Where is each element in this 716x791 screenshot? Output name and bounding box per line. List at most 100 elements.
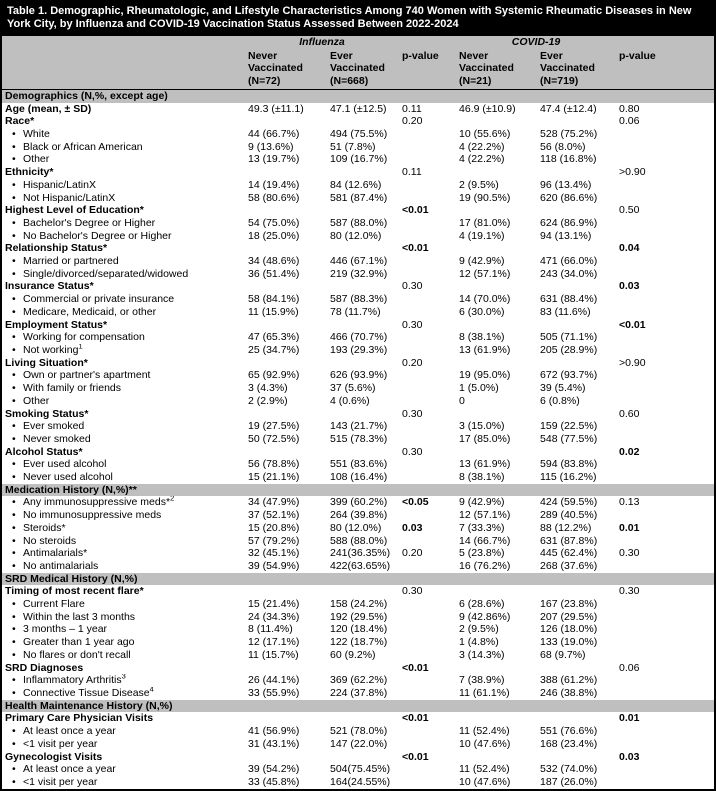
- value-cell: 581 (87.4%): [330, 191, 388, 204]
- footnote-superscript: 1: [78, 344, 83, 351]
- bullet-icon: •: [12, 140, 16, 153]
- section-row: Demographics (N,%, except age): [2, 89, 714, 103]
- value-cell: 3 (14.3%): [459, 648, 505, 661]
- value-cell: 167 (23.8%): [540, 598, 598, 611]
- value-cell: 108 (16.4%): [330, 471, 388, 484]
- value-cell: 3 (15.0%): [459, 420, 505, 433]
- bullet-icon: •: [12, 369, 16, 382]
- value-cell: [245, 166, 327, 179]
- p-value-cell: [399, 649, 456, 662]
- value-cell: 515 (78.3%): [330, 432, 388, 445]
- value-cell: [537, 166, 616, 179]
- value-cell: 51 (7.8%): [330, 140, 376, 153]
- value-cell: 13 (61.9%): [459, 458, 511, 471]
- row-label: • Own or partner's apartment: [2, 369, 245, 382]
- value-cell: 78 (11.7%): [330, 305, 381, 318]
- value-cell: 187 (26.0%): [540, 775, 598, 788]
- value-cell: 16 (76.2%): [459, 559, 511, 572]
- bullet-icon: •: [12, 623, 16, 636]
- row-label: • With family or friends: [2, 382, 245, 395]
- p-value-cell: 0.11: [402, 102, 422, 115]
- p-value-cell: 0.30: [619, 547, 640, 560]
- row-label: • Ever used alcohol: [2, 458, 245, 471]
- value-cell: 39 (54.9%): [248, 559, 300, 572]
- p-value-cell: [399, 535, 456, 548]
- bullet-icon: •: [12, 458, 16, 471]
- value-cell: [327, 662, 399, 675]
- empty-header-cell: [2, 49, 245, 90]
- value-cell: 532 (74.0%): [540, 763, 598, 776]
- value-cell: 4 (19.1%): [459, 229, 505, 242]
- column-header-flu-ever: Ever Vaccinated (N=668): [327, 49, 400, 90]
- value-cell: 6 (30.0%): [459, 305, 505, 318]
- p-value-cell: [616, 776, 714, 789]
- value-cell: 17 (85.0%): [459, 432, 511, 445]
- p-value-cell: [399, 306, 456, 319]
- bullet-icon: •: [12, 229, 16, 242]
- row-label: Employment Status*: [5, 318, 108, 331]
- table-row: • No Bachelor's Degree or Higher 18 (25.0%…: [2, 230, 714, 243]
- p-value-cell: 0.20: [402, 547, 423, 560]
- table-row: Gynecologist Visits <0.01 0.03: [2, 751, 714, 764]
- table-body: Demographics (N,%, except age) Age (mean,…: [2, 89, 714, 788]
- value-cell: 96 (13.4%): [540, 178, 592, 191]
- p-value-cell: [616, 141, 714, 154]
- table-row: • No flares or don't recall 11 (15.7%) 60 (…: [2, 649, 714, 662]
- p-value-cell: >0.90: [619, 356, 646, 369]
- value-cell: 7 (33.3%): [459, 521, 505, 534]
- column-header-covid-never: Never Vaccinated (N=21): [456, 49, 538, 90]
- bullet-icon: •: [12, 153, 16, 166]
- p-value-cell: <0.01: [402, 661, 429, 674]
- p-value-cell: [616, 649, 714, 662]
- value-cell: 0: [459, 394, 465, 407]
- p-value-cell: [399, 738, 456, 751]
- section-row: Medication History (N,%)**: [2, 483, 714, 497]
- table-row: • Ever used alcohol 56 (78.8%) 551 (83.6%) 1…: [2, 458, 714, 471]
- value-cell: 12 (57.1%): [459, 267, 511, 280]
- value-cell: [537, 242, 616, 255]
- p-value-cell: <0.05: [402, 496, 429, 509]
- table-row: • Single/divorced/separated/widowed 36 (51…: [2, 268, 714, 281]
- table-row: • Commercial or private insurance 58 (84.1…: [2, 293, 714, 306]
- value-cell: 58 (84.1%): [248, 293, 300, 306]
- table-row: • Medicare, Medicaid, or other 11 (15.9%) 7…: [2, 306, 714, 319]
- table-row: • Married or partnered 34 (48.6%) 446 (67.1…: [2, 255, 714, 268]
- p-value-cell: [616, 395, 714, 408]
- value-cell: 10 (55.6%): [459, 128, 511, 141]
- p-value-cell: [616, 192, 714, 205]
- value-cell: [245, 408, 327, 421]
- p-value-cell: [399, 509, 456, 522]
- value-cell: [456, 408, 537, 421]
- value-cell: [327, 712, 399, 725]
- value-cell: [327, 204, 399, 217]
- value-cell: 115 (16.2%): [540, 471, 597, 484]
- p-value-cell: <0.01: [402, 750, 429, 763]
- section-row: SRD Medical History (N,%): [2, 572, 714, 586]
- p-value-cell: [616, 306, 714, 319]
- p-value-cell: [399, 420, 456, 433]
- value-cell: 109 (16.7%): [330, 153, 388, 166]
- row-label: Insurance Status*: [5, 280, 94, 293]
- value-cell: 56 (8.0%): [540, 140, 586, 153]
- p-value-cell: 0.80: [619, 102, 640, 115]
- value-cell: 54 (75.0%): [248, 216, 300, 229]
- footnote-superscript: 4: [149, 686, 154, 694]
- value-cell: [456, 662, 537, 675]
- value-cell: 15 (21.1%): [248, 471, 300, 484]
- bullet-icon: •: [12, 382, 16, 395]
- p-value-cell: [399, 369, 456, 382]
- value-cell: 80 (12.0%): [330, 521, 382, 534]
- value-cell: 505 (71.1%): [540, 331, 598, 344]
- table-row: • Other 2 (2.9%) 4 (0.6%) 0 6 (0.8%): [2, 395, 714, 408]
- value-cell: 471 (66.0%): [540, 255, 598, 268]
- p-value-cell: <0.01: [402, 204, 429, 217]
- value-cell: 587 (88.0%): [330, 216, 388, 229]
- value-cell: 9 (42.9%): [459, 255, 505, 268]
- value-cell: [327, 242, 399, 255]
- value-cell: 47.1 (±12.5): [330, 102, 387, 115]
- row-label: • Current Flare: [2, 598, 245, 611]
- p-value-cell: 0.60: [619, 407, 640, 420]
- value-cell: 4 (0.6%): [330, 394, 370, 407]
- table-row: • <1 visit per year 31 (43.1%) 147 (22.0%) 1…: [2, 738, 714, 751]
- p-value-cell: [399, 230, 456, 243]
